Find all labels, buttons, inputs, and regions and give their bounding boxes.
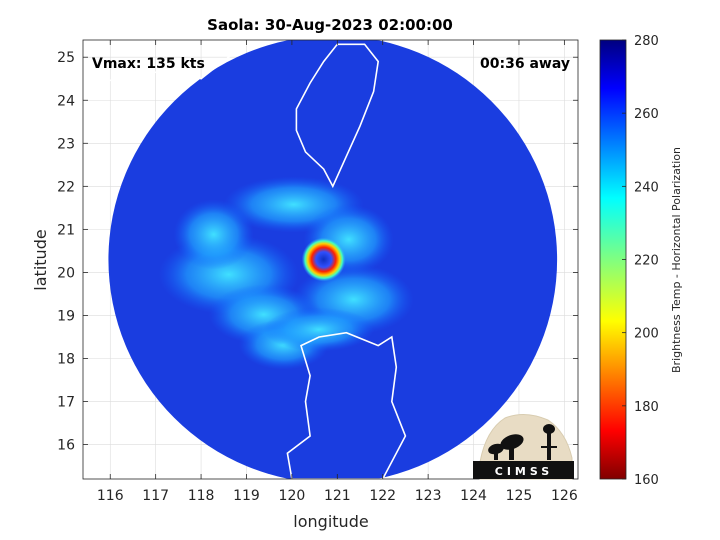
y-tick-label: 23 — [57, 136, 75, 152]
logo-band — [473, 461, 574, 479]
satellite-dish-icon — [488, 434, 524, 460]
cimss-logo: CIMSS — [473, 414, 574, 480]
y-tick-label: 22 — [57, 179, 75, 195]
colorbar-tick-label: 260 — [634, 107, 659, 122]
x-tick-label: 116 — [97, 488, 124, 504]
luzon-coastline — [286, 331, 407, 479]
x-tick-label: 119 — [233, 488, 260, 504]
colorbar-tick-label: 240 — [634, 180, 659, 195]
x-tick-label: 120 — [279, 488, 306, 504]
x-tick-label: 123 — [415, 488, 442, 504]
colorbar-tick-label: 180 — [634, 400, 659, 415]
rainband — [263, 307, 374, 352]
y-tick-label: 21 — [57, 222, 75, 238]
x-tick-label: 121 — [324, 488, 351, 504]
y-tick-label: 20 — [57, 265, 75, 281]
x-tick-label: 122 — [369, 488, 396, 504]
coastline — [83, 43, 407, 479]
y-tick-label: 17 — [57, 395, 75, 411]
y-tick-label: 16 — [57, 438, 75, 454]
colorbar-ticks: 160 180 200 220 240 260 280 — [622, 34, 659, 488]
y-axis-label: latitude — [31, 229, 50, 290]
x-axis-label: longitude — [293, 512, 368, 531]
vmax-annotation: Vmax: 135 kts — [92, 56, 205, 72]
x-tick-label: 125 — [506, 488, 533, 504]
x-tick-label: 126 — [551, 488, 578, 504]
colorbar-tick-label: 280 — [634, 34, 659, 49]
colorbar-label: Brightness Temp - Horizontal Polarizatio… — [670, 147, 683, 373]
colorbar: 160 180 200 220 240 260 280 Brightness Temp - … — [599, 34, 683, 488]
rainband-layer — [158, 176, 414, 370]
plot-frame — [82, 39, 579, 480]
x-tick-label: 118 — [188, 488, 215, 504]
y-axis-ticks: 16 17 18 19 20 21 22 23 24 25 — [57, 50, 578, 454]
x-axis-ticks: 116 117 118 119 120 121 122 123 124 125 126 — [97, 40, 578, 504]
colorbar-tick-label: 220 — [634, 254, 659, 269]
chart-title: Saola: 30-Aug-2023 02:00:00 — [207, 16, 453, 34]
china-coastline — [83, 43, 247, 89]
x-tick-label: 117 — [142, 488, 169, 504]
rainband — [173, 199, 254, 270]
y-tick-label: 25 — [57, 50, 75, 66]
y-tick-label: 19 — [57, 308, 75, 324]
storm-eye — [301, 237, 346, 282]
taiwan-coastline — [295, 43, 380, 189]
colorbar-tick-label: 160 — [634, 473, 659, 488]
x-tick-label: 124 — [460, 488, 487, 504]
y-tick-label: 24 — [57, 93, 75, 109]
time-away-annotation: 00:36 away — [480, 56, 570, 72]
colorbar-tick-label: 200 — [634, 327, 659, 342]
logo-text: CIMSS — [495, 465, 553, 478]
water-tower-icon — [541, 424, 557, 460]
y-tick-label: 18 — [57, 351, 75, 367]
plot-area: 116 117 118 119 120 121 122 123 124 125 126 16 17 18… — [57, 39, 579, 504]
